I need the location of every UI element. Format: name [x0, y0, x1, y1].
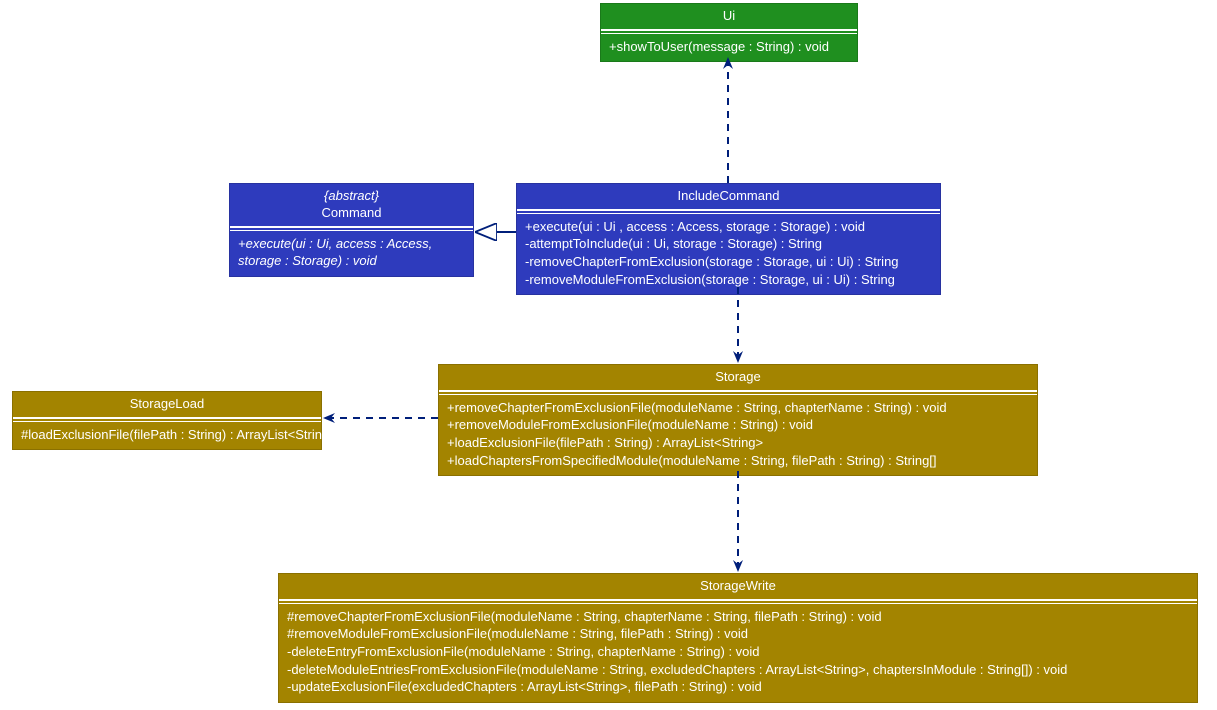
method: -removeChapterFromExclusion(storage : St…	[525, 253, 932, 271]
class-command: {abstract} Command +execute(ui : Ui, acc…	[229, 183, 474, 277]
class-command-body: +execute(ui : Ui, access : Access, stora…	[230, 231, 473, 276]
method: +loadExclusionFile(filePath : String) : …	[447, 434, 1029, 452]
class-ui: Ui +showToUser(message : String) : void	[600, 3, 858, 62]
stereo: {abstract}	[324, 188, 379, 203]
method: #removeModuleFromExclusionFile(moduleNam…	[287, 625, 1189, 643]
class-storage: Storage +removeChapterFromExclusionFile(…	[438, 364, 1038, 476]
method: -updateExclusionFile(excludedChapters : …	[287, 678, 1189, 696]
class-storageload-body: #loadExclusionFile(filePath : String) : …	[13, 422, 321, 450]
class-includecommand-title: IncludeCommand	[517, 184, 940, 211]
class-command-title: {abstract} Command	[230, 184, 473, 228]
class-includecommand: IncludeCommand +execute(ui : Ui , access…	[516, 183, 941, 295]
name: Command	[322, 205, 382, 220]
class-storageload-title: StorageLoad	[13, 392, 321, 419]
method: -removeModuleFromExclusion(storage : Sto…	[525, 271, 932, 289]
method: +removeChapterFromExclusionFile(moduleNa…	[447, 399, 1029, 417]
class-storagewrite-body: #removeChapterFromExclusionFile(moduleNa…	[279, 604, 1197, 702]
method: +removeModuleFromExclusionFile(moduleNam…	[447, 416, 1029, 434]
method: +execute(ui : Ui, access : Access, stora…	[238, 235, 465, 270]
method: +execute(ui : Ui , access : Access, stor…	[525, 218, 932, 236]
class-storageload: StorageLoad #loadExclusionFile(filePath …	[12, 391, 322, 450]
class-storagewrite: StorageWrite #removeChapterFromExclusion…	[278, 573, 1198, 703]
method: -deleteEntryFromExclusionFile(moduleName…	[287, 643, 1189, 661]
class-ui-body: +showToUser(message : String) : void	[601, 34, 857, 62]
class-includecommand-body: +execute(ui : Ui , access : Access, stor…	[517, 214, 940, 294]
class-storage-title: Storage	[439, 365, 1037, 392]
method: +loadChaptersFromSpecifiedModule(moduleN…	[447, 452, 1029, 470]
method: #removeChapterFromExclusionFile(moduleNa…	[287, 608, 1189, 626]
class-storagewrite-title: StorageWrite	[279, 574, 1197, 601]
method: #loadExclusionFile(filePath : String) : …	[21, 426, 313, 444]
method: -attemptToInclude(ui : Ui, storage : Sto…	[525, 235, 932, 253]
method: -deleteModuleEntriesFromExclusionFile(mo…	[287, 661, 1189, 679]
class-storage-body: +removeChapterFromExclusionFile(moduleNa…	[439, 395, 1037, 475]
class-ui-title: Ui	[601, 4, 857, 31]
method: +showToUser(message : String) : void	[609, 38, 849, 56]
